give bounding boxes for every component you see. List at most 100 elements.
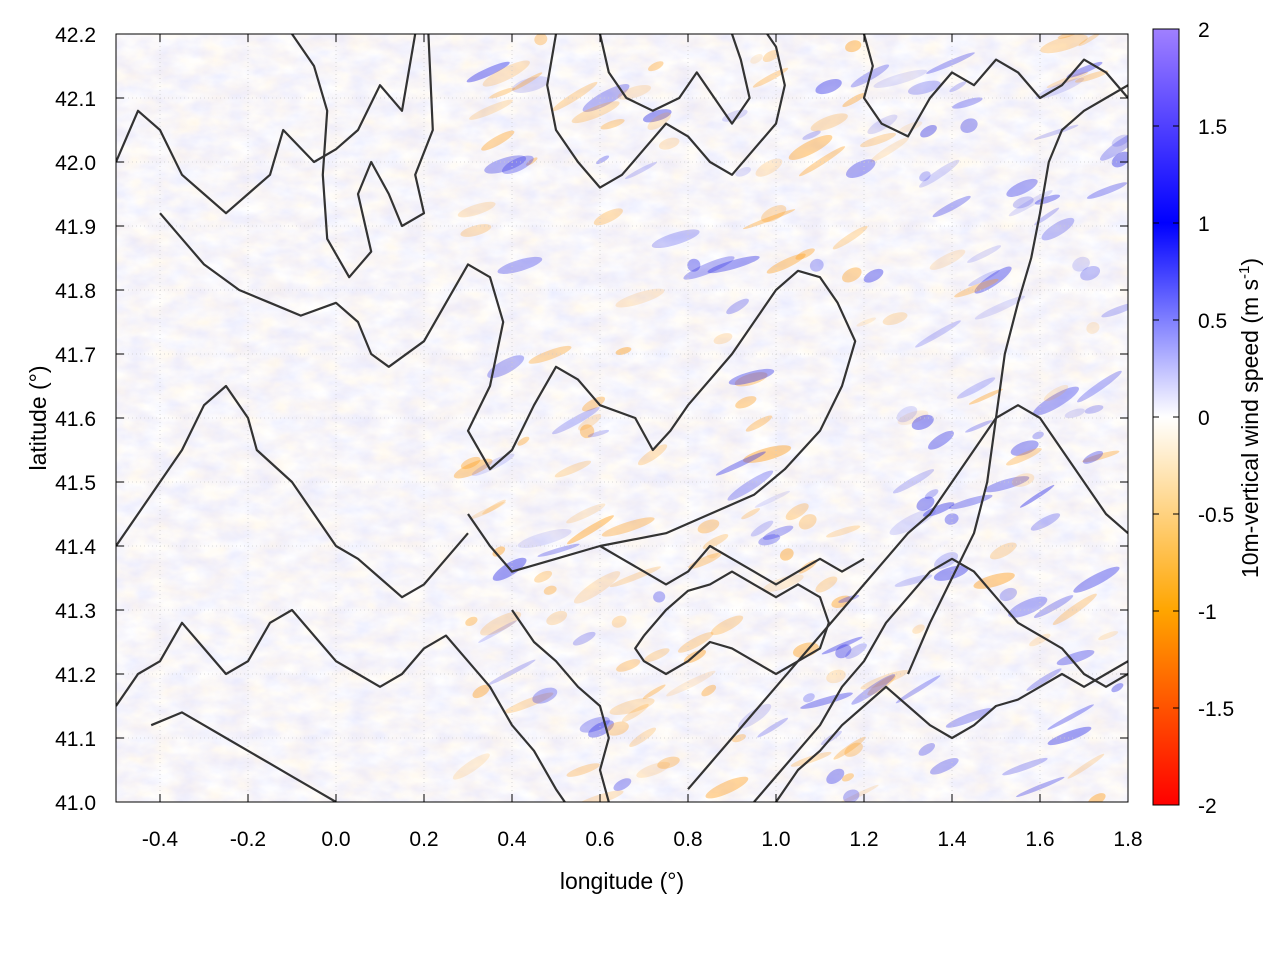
downdraft-cell [779, 548, 794, 561]
updraft-cell [552, 407, 600, 435]
downdraft-cell [677, 631, 714, 653]
contour-east-range [906, 84, 1128, 675]
downdraft-cell [929, 249, 966, 270]
updraft-cell [1073, 566, 1120, 593]
downdraft-cell [579, 424, 595, 439]
downdraft-cell [798, 514, 817, 530]
downdraft-cell [480, 611, 522, 636]
downdraft-cell [731, 734, 746, 743]
downdraft-cell [795, 248, 815, 260]
updraft-cell [683, 256, 735, 280]
updraft-cell [1008, 596, 1048, 618]
downdraft-cell [810, 113, 848, 132]
downdraft-cell [658, 137, 680, 150]
updraft-cell [843, 789, 860, 802]
downdraft-cell [643, 648, 670, 663]
updraft-cell [1030, 513, 1061, 531]
updraft-cell [1047, 726, 1092, 746]
downdraft-cell [798, 146, 846, 177]
updraft-cell [1080, 265, 1101, 281]
updraft-cell [762, 525, 794, 540]
downdraft-cell [989, 542, 1017, 560]
updraft-cell [919, 171, 931, 182]
downdraft-cell [842, 267, 862, 283]
downdraft-cell [567, 515, 614, 545]
contour-north-inner [598, 34, 751, 125]
downdraft-cell [578, 414, 602, 431]
updraft-cell [895, 675, 941, 704]
updraft-cell [512, 76, 550, 93]
downdraft-cell [546, 610, 568, 626]
updraft-cell [926, 52, 975, 74]
downdraft-cell [954, 278, 999, 298]
updraft-cell [924, 489, 939, 499]
updraft-cell [845, 159, 876, 178]
updraft-cell [537, 543, 580, 557]
updraft-cell [653, 591, 666, 603]
updraft-cell [907, 80, 941, 95]
downdraft-cell [482, 499, 506, 515]
x-tick-label: 1.8 [1113, 828, 1142, 851]
updraft-cell [728, 368, 775, 385]
downdraft-cell [611, 615, 627, 628]
downdraft-cell [735, 396, 757, 409]
downdraft-cell [741, 508, 760, 520]
downdraft-cell [710, 615, 744, 636]
contour-west-lowland [116, 384, 469, 599]
contour-northeast-hills [862, 34, 1128, 138]
contour-layer [116, 34, 1128, 802]
updraft-cell [809, 258, 824, 272]
downdraft-cell [573, 571, 621, 604]
contour-north-basin [546, 34, 786, 189]
downdraft-cell [460, 224, 492, 237]
downdraft-cell [469, 99, 513, 120]
updraft-cell [579, 716, 610, 733]
updraft-cell [1082, 450, 1104, 464]
updraft-cell [968, 269, 1000, 287]
downdraft-cell [534, 570, 553, 583]
downdraft-cell [912, 624, 925, 634]
x-tick-label: 0.2 [409, 828, 438, 851]
colorbar-tick-label: -1 [1198, 601, 1217, 624]
downdraft-cell [867, 675, 896, 696]
colorbar-tick-label: -0.5 [1198, 504, 1234, 527]
y-tick-label: 41.2 [55, 664, 96, 687]
updraft-cell [960, 118, 978, 133]
updraft-cell [845, 643, 867, 659]
updraft-cell [945, 708, 993, 728]
updraft-cell [471, 453, 515, 476]
updraft-cell [588, 720, 614, 738]
downdraft-cell [1098, 631, 1119, 641]
downdraft-cell [833, 736, 866, 760]
updraft-cell [916, 496, 935, 511]
updraft-cell [1072, 256, 1090, 272]
updraft-cell [1002, 757, 1048, 776]
downdraft-cell [860, 669, 909, 690]
downdraft-cell [554, 460, 592, 478]
downdraft-cell [743, 445, 792, 463]
x-tick-label: 0.0 [321, 828, 350, 851]
downdraft-cell [566, 503, 606, 524]
updraft-cell [802, 130, 821, 140]
updraft-cell [715, 451, 766, 476]
y-tick-label: 41.5 [55, 472, 96, 495]
downdraft-cell [465, 616, 478, 626]
downdraft-cell [870, 137, 909, 163]
downdraft-cell [636, 761, 671, 778]
downdraft-cell [666, 670, 716, 697]
y-tick-label: 42.2 [55, 24, 96, 47]
x-tick-label: 0.6 [585, 828, 614, 851]
updraft-cell [750, 520, 774, 537]
downdraft-cell [637, 444, 668, 466]
updraft-cell [1086, 182, 1128, 199]
downdraft-cell [734, 372, 768, 387]
x-tick-label: 0.4 [497, 828, 527, 851]
downdraft-cell [566, 763, 600, 777]
updraft-cell [1032, 431, 1044, 440]
colorbar-label: 10m-vertical wind speed (m s-1) [1236, 258, 1263, 578]
updraft-cell [851, 674, 896, 705]
updraft-cell [920, 125, 937, 138]
downdraft-cell [697, 519, 720, 534]
updraft-cell [1006, 178, 1038, 197]
downdraft-cell [1067, 753, 1105, 779]
